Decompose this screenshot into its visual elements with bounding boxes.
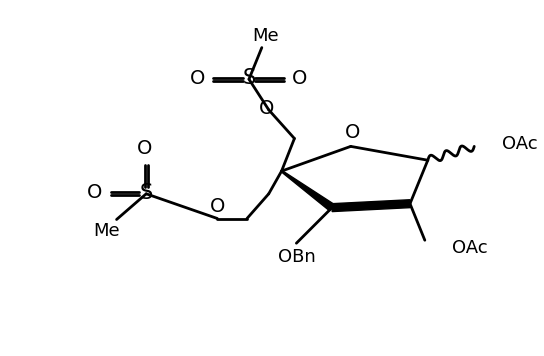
Polygon shape <box>281 171 334 211</box>
Text: OBn: OBn <box>277 248 316 266</box>
Text: S: S <box>140 183 153 203</box>
Text: O: O <box>87 183 102 202</box>
Text: O: O <box>190 69 205 88</box>
Polygon shape <box>332 200 410 211</box>
Text: S: S <box>242 68 256 88</box>
Text: O: O <box>345 123 360 142</box>
Text: OAc: OAc <box>502 135 537 153</box>
Text: O: O <box>292 69 307 88</box>
Text: O: O <box>137 139 152 158</box>
Text: Me: Me <box>94 222 120 240</box>
Text: O: O <box>209 197 225 216</box>
Text: O: O <box>259 99 274 118</box>
Text: Me: Me <box>252 27 279 45</box>
Text: OAc: OAc <box>453 239 488 257</box>
